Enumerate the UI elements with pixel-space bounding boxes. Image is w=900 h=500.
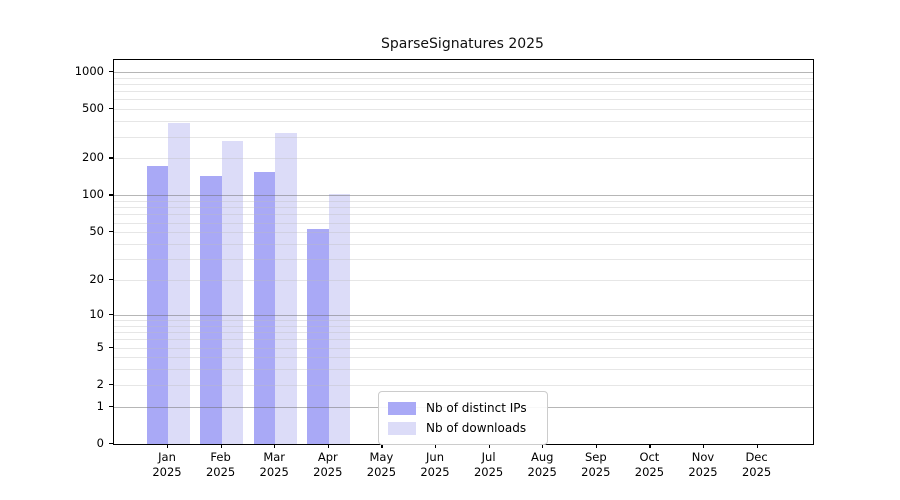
x-tick-mark (703, 444, 705, 448)
legend-row-downloads: Nb of downloads (388, 418, 538, 438)
x-tick-mark (488, 444, 490, 448)
y-tick-label: 1 (96, 398, 104, 413)
x-tick-label: May 2025 (366, 450, 397, 479)
bar-distinct-ips (146, 165, 168, 444)
y-tick-mark (109, 383, 113, 386)
minor-gridline (114, 77, 813, 79)
y-tick-label: 2 (96, 376, 104, 391)
y-tick-mark (109, 194, 113, 196)
minor-gridline (114, 83, 813, 85)
y-tick-label: 200 (82, 150, 104, 165)
y-tick-label: 500 (82, 101, 104, 116)
x-tick-mark (435, 444, 437, 448)
x-tick-label: Nov 2025 (688, 450, 718, 479)
x-tick-mark (595, 444, 597, 448)
y-tick-mark (109, 405, 113, 407)
x-tick-label: Mar 2025 (259, 450, 289, 479)
x-tick-mark (756, 444, 758, 448)
y-tick-mark (109, 70, 113, 73)
y-tick-label: 0 (96, 436, 104, 450)
x-tick-mark (381, 444, 383, 448)
chart-title: SparseSignatures 2025 (381, 36, 544, 52)
minor-gridline (114, 99, 813, 101)
x-tick-label: Feb 2025 (205, 450, 236, 479)
y-tick-label: 5 (96, 339, 104, 354)
x-tick-label: Aug 2025 (527, 450, 557, 479)
bar-distinct-ips (200, 175, 222, 444)
minor-gridline (114, 136, 813, 138)
y-tick-label: 100 (82, 187, 104, 202)
x-tick-label: Jun 2025 (420, 450, 450, 479)
y-tick-mark (109, 231, 113, 233)
x-tick-label: Jul 2025 (473, 450, 504, 479)
bar-distinct-ips (253, 172, 276, 444)
minor-gridline (114, 109, 813, 111)
bar-distinct-ips (307, 229, 329, 444)
y-tick-mark (109, 313, 113, 316)
x-tick-mark (220, 444, 222, 448)
x-tick-label: Sep 2025 (581, 450, 611, 479)
y-tick-mark (109, 108, 113, 110)
x-tick-mark (167, 444, 169, 448)
bar-downloads (221, 141, 244, 444)
minor-gridline (114, 121, 813, 123)
legend-label-distinct-ips: Nb of distinct IPs (426, 401, 527, 415)
minor-gridline (114, 91, 813, 93)
x-tick-label: Oct 2025 (634, 450, 665, 479)
bar-downloads (328, 193, 351, 444)
bar-downloads (168, 123, 190, 444)
x-tick-label: Dec 2025 (741, 450, 772, 479)
plot-area: Nb of distinct IPs Nb of downloads (113, 59, 814, 445)
y-tick-label: 50 (89, 224, 104, 239)
x-tick-mark (274, 444, 276, 448)
legend-row-distinct-ips: Nb of distinct IPs (388, 398, 538, 418)
x-tick-mark (327, 444, 329, 448)
legend-swatch-downloads (388, 421, 416, 435)
y-tick-label: 10 (89, 306, 104, 321)
x-tick-mark (649, 444, 651, 448)
x-tick-mark (542, 444, 544, 448)
x-tick-label: Apr 2025 (313, 450, 343, 479)
x-tick-label: Jan 2025 (152, 450, 182, 479)
y-tick-label: 1000 (74, 63, 104, 78)
y-tick-mark (109, 443, 113, 445)
legend: Nb of distinct IPs Nb of downloads (378, 391, 548, 445)
y-tick-mark (109, 157, 113, 159)
y-tick-mark (109, 346, 113, 348)
bar-downloads (275, 133, 297, 444)
minor-gridline (114, 158, 813, 160)
legend-label-downloads: Nb of downloads (426, 421, 527, 435)
y-tick-mark (109, 279, 113, 281)
y-tick-label: 20 (89, 272, 104, 287)
major-gridline (114, 71, 813, 73)
legend-swatch-distinct-ips (388, 401, 416, 415)
